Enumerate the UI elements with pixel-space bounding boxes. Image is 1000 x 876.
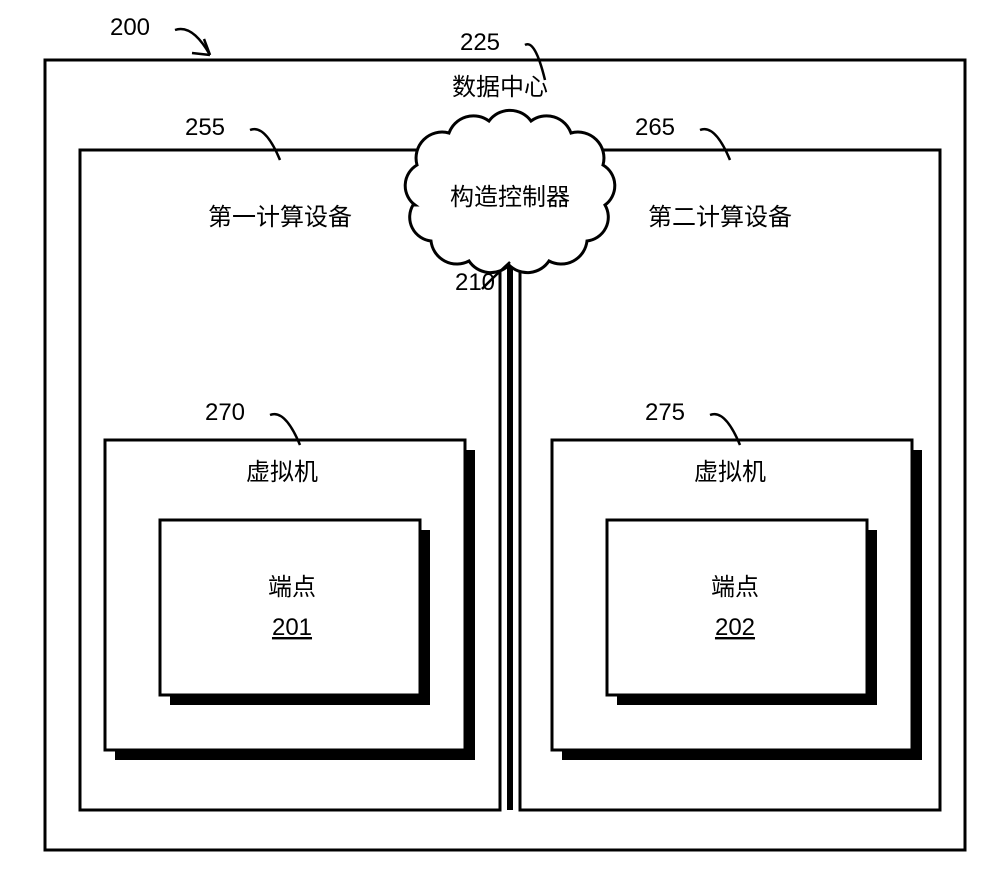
ep1-label: 端点 [268,574,316,601]
device2-ref-number: 265 [635,114,675,141]
ep2-box [607,520,867,695]
ep2-label: 端点 [711,574,759,601]
ep1-id: 201 [272,614,312,641]
vm1-label: 虚拟机 [246,459,318,486]
figure-ref-number: 200 [110,14,150,41]
diagram-root: 200 225 数据中心 255 第一计算设备 265 第二计算设备 构造控制器… [0,0,1000,876]
device1-label: 第一计算设备 [208,204,352,231]
vm2-label: 虚拟机 [694,459,766,486]
vm1-ref-number: 270 [205,399,245,426]
ep2-id: 202 [715,614,755,641]
vm2-ref-number: 275 [645,399,685,426]
device1-ref-number: 255 [185,114,225,141]
data-center-label: 数据中心 [452,74,548,101]
data-center-ref-number: 225 [460,29,500,56]
fabric-controller-label: 构造控制器 [450,184,570,211]
device2-label: 第二计算设备 [648,204,792,231]
ep1-box [160,520,420,695]
